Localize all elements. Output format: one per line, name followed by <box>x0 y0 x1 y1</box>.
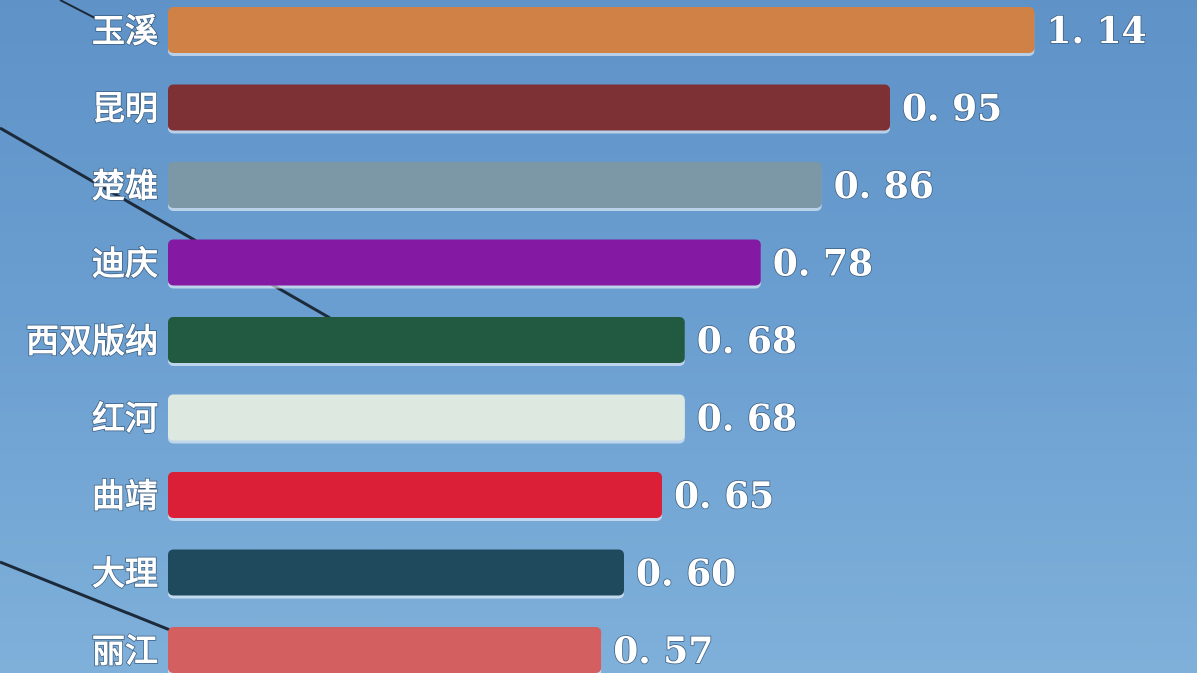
bar <box>168 84 890 131</box>
category-label: 西双版纳 <box>26 321 158 360</box>
value-label: 0. 65 <box>674 475 774 517</box>
value-label: 0. 68 <box>697 320 797 362</box>
bar-group: 楚雄 0. 86 <box>91 162 935 211</box>
value-label: 0. 57 <box>613 630 713 672</box>
bar-group: 红河 0. 68 <box>91 394 798 444</box>
value-label: 0. 95 <box>902 88 1002 130</box>
category-label: 昆明 <box>92 89 158 128</box>
bar-group: 西双版纳 0. 68 <box>25 317 798 366</box>
category-label: 红河 <box>92 399 158 438</box>
value-label: 0. 78 <box>773 243 873 285</box>
bar-group: 曲靖 0. 65 <box>91 472 775 521</box>
bar-group: 玉溪 1. 14 <box>91 7 1147 56</box>
category-label: 丽江 <box>92 631 158 670</box>
category-label: 迪庆 <box>92 244 158 283</box>
value-label: 1. 14 <box>1046 10 1146 52</box>
category-label: 曲靖 <box>92 476 158 515</box>
bar-group: 大理 0. 60 <box>91 549 737 599</box>
value-label: 0. 60 <box>636 553 736 595</box>
background-line <box>0 560 171 632</box>
bar <box>168 162 822 208</box>
bar <box>168 472 662 518</box>
bar <box>168 7 1035 53</box>
category-label: 楚雄 <box>92 166 158 205</box>
background-line <box>59 0 96 19</box>
bar-group: 昆明 0. 95 <box>91 84 1003 134</box>
bar <box>168 317 685 363</box>
bar <box>168 239 761 286</box>
bar-group: 迪庆 0. 78 <box>91 239 874 289</box>
bar <box>168 549 624 596</box>
bar-group: 丽江 0. 57 <box>91 627 714 673</box>
category-label: 玉溪 <box>92 11 159 50</box>
value-label: 0. 86 <box>834 165 934 207</box>
category-label: 大理 <box>92 554 158 593</box>
bar <box>168 394 685 441</box>
bars-layer: 玉溪 1. 14 昆明 0. 95 楚雄 0. 86 迪庆 0. 78 西双版纳 0. 68 红河 0… <box>25 7 1147 673</box>
bar <box>168 627 602 673</box>
value-label: 0. 68 <box>697 398 797 440</box>
